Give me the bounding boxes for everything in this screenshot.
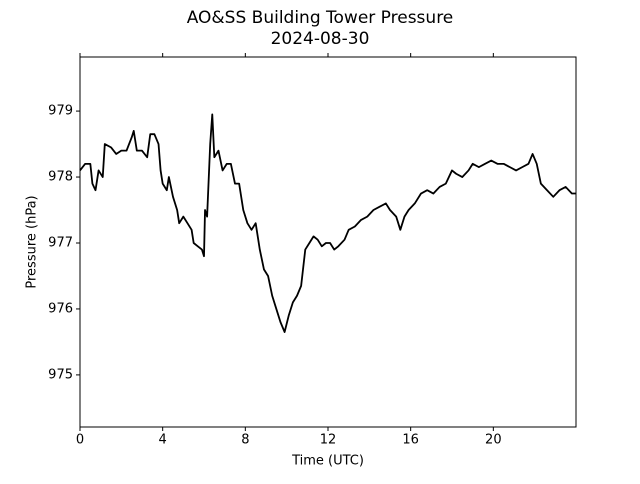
x-tick-label: 0 — [76, 433, 84, 448]
x-tick-label: 16 — [402, 433, 419, 448]
chart-title: AO&SS Building Tower Pressure — [187, 8, 454, 28]
y-tick-label: 977 — [48, 235, 73, 250]
y-tick-label: 976 — [48, 301, 73, 316]
y-tick-label: 975 — [48, 367, 73, 382]
line — [79, 113, 576, 333]
y-tick-label: 979 — [48, 104, 73, 119]
y-tick-label: 978 — [48, 170, 73, 185]
x-tick-label: 4 — [159, 433, 167, 448]
x-tick-label: 20 — [485, 433, 502, 448]
x-axis-label: Time (UTC) — [291, 454, 364, 469]
chart-subtitle: 2024-08-30 — [271, 29, 370, 49]
y-axis-label: Pressure (hPa) — [25, 195, 40, 288]
x-tick-label: 12 — [320, 433, 337, 448]
x-tick-label: 8 — [241, 433, 249, 448]
